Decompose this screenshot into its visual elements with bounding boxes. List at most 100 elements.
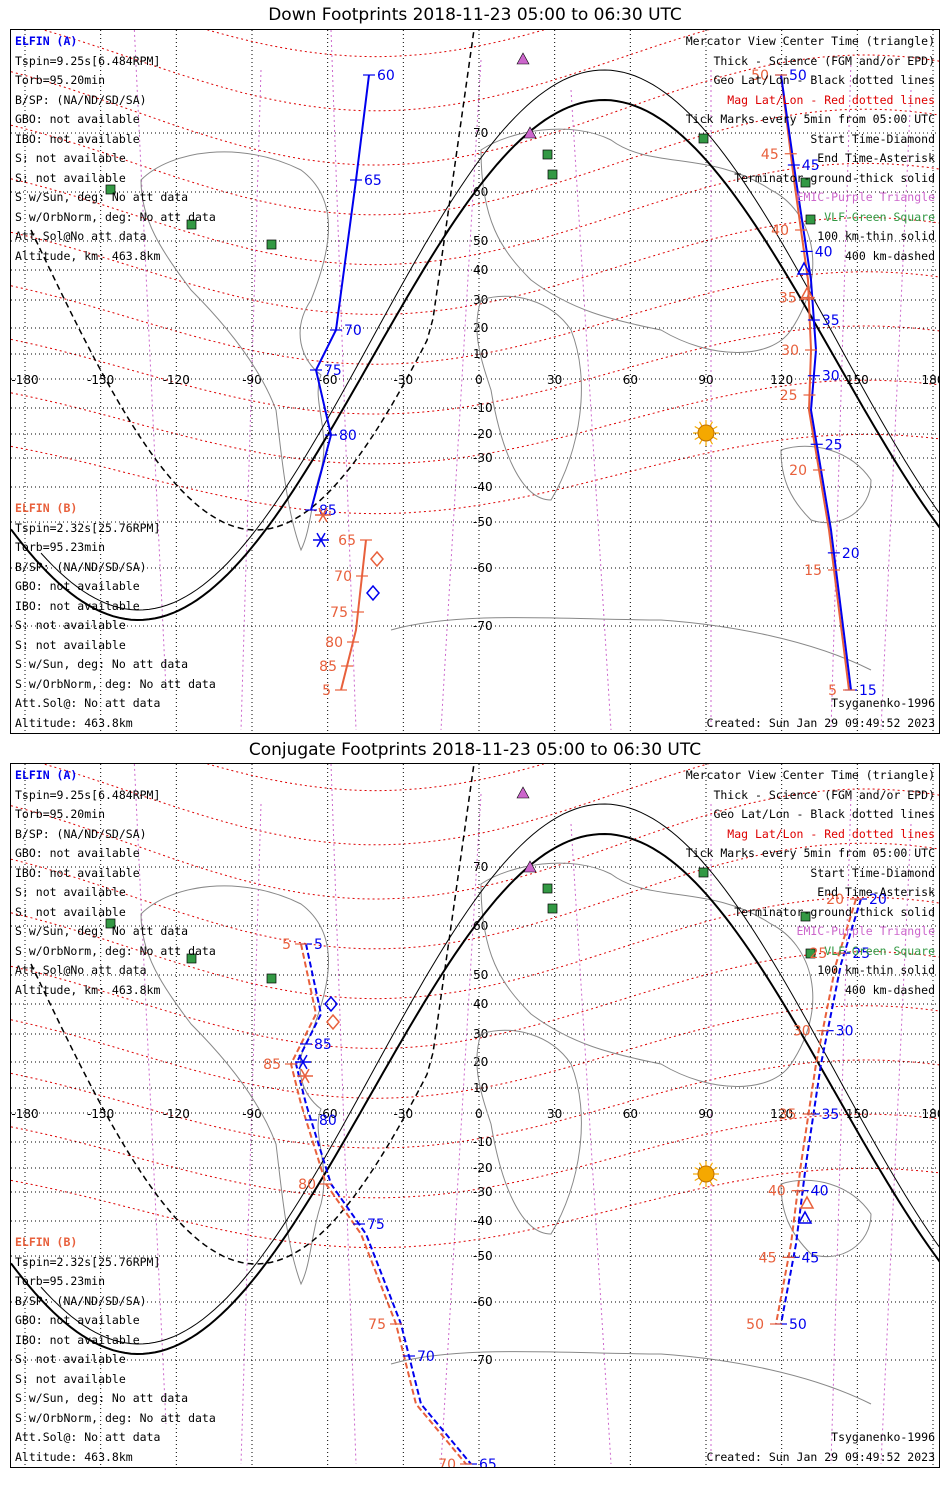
track-tick-label: 80 <box>339 428 357 444</box>
model-label: Tsyganenko-1996 <box>831 696 935 710</box>
info-line: S w/OrbNorm, deg: No att data <box>15 209 216 224</box>
sun-ray <box>694 436 700 441</box>
info-line: Tspin=2.32s[25.76RPM] <box>15 1254 161 1269</box>
track-tick-label: 50 <box>789 68 807 84</box>
info-line: S: not available <box>15 170 126 185</box>
legend-line: 400 km-dashed <box>844 982 935 997</box>
lat-tick-label: 40 <box>473 263 488 277</box>
lon-tick-label: 30 <box>547 1107 562 1121</box>
lon-tick-label: -150 <box>87 1107 114 1121</box>
track-tick-label: 35 <box>779 1107 797 1123</box>
elfin-a-track <box>294 943 472 1465</box>
track-tick-label: 80 <box>319 1113 337 1129</box>
info-line: Att.Sol@: No att data <box>15 696 161 710</box>
info-line: Att.Sol@No att data <box>15 229 147 243</box>
emic-triangle <box>523 860 537 873</box>
satellite-name: ELFIN (B) <box>15 501 78 515</box>
track-tick-label: 15 <box>859 683 877 699</box>
vlf-square <box>105 184 116 195</box>
info-line: GBO: not available <box>15 846 140 860</box>
vlf-square <box>186 953 197 964</box>
sun-icon <box>693 1161 719 1187</box>
info-line: Altitude: 463.8km <box>15 1449 133 1464</box>
lat-tick-label: -60 <box>473 1295 493 1309</box>
track-tick-label: 45 <box>759 1250 777 1266</box>
lon-tick-label: 0 <box>475 1107 483 1121</box>
lat-tick-label: -50 <box>473 1249 493 1263</box>
track-tick-label: 85 <box>314 1037 332 1053</box>
mag-lat-line <box>11 951 939 1049</box>
lat-tick-label: 40 <box>473 997 488 1011</box>
info-line: Tspin=9.25s[6.484RPM] <box>15 787 161 802</box>
mag-lat-line <box>11 217 939 315</box>
coastline <box>480 128 814 353</box>
info-line: S w/OrbNorm, deg: No att data <box>15 1410 216 1425</box>
info-line: IBO: not available <box>15 865 140 880</box>
mag-lon-line <box>570 89 612 731</box>
sun-ray <box>712 425 718 430</box>
elfin-b-track <box>340 539 367 691</box>
lon-tick-label: 0 <box>475 373 483 387</box>
track-tick-label: 15 <box>804 563 822 579</box>
vlf-square <box>800 911 811 922</box>
track-tick-label: 40 <box>815 244 833 260</box>
lat-tick-label: 70 <box>473 126 488 140</box>
legend-line: 100 km-thin solid <box>817 963 935 977</box>
satellite-name: ELFIN (A) <box>15 34 78 48</box>
mag-lon-line <box>133 30 167 691</box>
info-line: GBO: not available <box>15 579 140 593</box>
legend-line: Geo Lat/Lon - Black dotted lines <box>713 73 935 87</box>
info-line: S: not available <box>15 151 126 165</box>
elfin-b-info-block: ELFIN (B) Tspin=2.32s[25.76RPM] Torb=95.23… <box>15 1233 216 1467</box>
vlf-square <box>805 948 816 959</box>
lat-tick-label: -40 <box>473 480 493 494</box>
lat-tick-label: -70 <box>473 619 493 633</box>
lon-tick-label: 60 <box>623 373 638 387</box>
info-line: B/SP: (NA/ND/SD/SA) <box>15 92 147 107</box>
track-tick-label: 5 <box>828 683 837 699</box>
lat-tick-label: -20 <box>473 427 493 441</box>
info-line: Torb=95.23min <box>15 540 106 554</box>
track-tick-label: 25 <box>825 437 843 453</box>
track-tick-label: 40 <box>771 223 789 239</box>
info-line: S: not available <box>15 885 126 899</box>
info-line: IBO: not available <box>15 598 140 613</box>
track-tick-label: 50 <box>789 1317 807 1333</box>
mag-lon-line <box>880 89 912 731</box>
info-line: IBO: not available <box>15 1332 140 1347</box>
map-canvas: -180 -150 -120 -90 -60 -30 0 30 60 90 120 150 180 70 6… <box>11 30 939 733</box>
track-tick-label: 85 <box>319 659 337 675</box>
mag-lon-line <box>830 59 852 731</box>
track-tick-label: 50 <box>746 1317 764 1333</box>
track-tick-label: 70 <box>438 1457 456 1468</box>
track-tick-label: 60 <box>377 68 395 84</box>
track-tick-label: 30 <box>822 369 840 385</box>
info-line: Tspin=2.32s[25.76RPM] <box>15 520 161 535</box>
lat-tick-label: -60 <box>473 561 493 575</box>
info-line: B/SP: (NA/ND/SD/SA) <box>15 559 147 574</box>
mag-lon-line <box>440 59 482 731</box>
lat-tick-label: -10 <box>473 1135 493 1149</box>
track-tick-label: 30 <box>781 343 799 359</box>
track-tick-label: 80 <box>325 635 343 651</box>
track-tick-label: 30 <box>836 1024 854 1040</box>
lat-tick-label: 50 <box>473 234 488 248</box>
lon-tick-label: 150 <box>846 1107 869 1121</box>
sun-ray <box>709 1162 714 1168</box>
info-line: Altitude, km: 463.8km <box>15 248 161 263</box>
track-tick-label: 75 <box>330 605 348 621</box>
mag-lon-grid <box>133 764 912 1465</box>
info-line: Torb=95.23min <box>15 1274 106 1288</box>
coastline <box>476 295 582 501</box>
info-line: S: not available <box>15 1371 126 1386</box>
lon-tick-label: -180 <box>11 1107 38 1121</box>
track-tick-label: 35 <box>822 1107 840 1123</box>
created-timestamp: Created: Sun Jan 29 09:49:52 2023 <box>706 1450 935 1464</box>
lat-tick-label: -30 <box>473 1185 493 1199</box>
bottom-panel-title: Conjugate Footprints 2018-11-23 05:00 to… <box>248 740 702 760</box>
map-canvas: -180 -150 -120 -90 -60 -30 0 30 60 90 120 150 180 70 6… <box>11 764 939 1468</box>
track-tick-label: 75 <box>324 363 342 379</box>
lon-tick-label: 120 <box>770 1107 793 1121</box>
sun-ray <box>694 425 700 430</box>
track-tick-label: 40 <box>768 1184 786 1200</box>
